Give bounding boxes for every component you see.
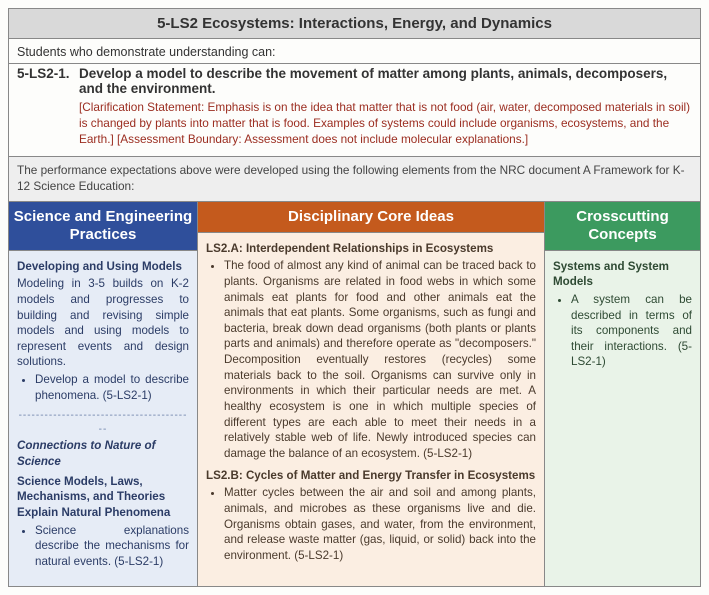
standard-card: 5-LS2 Ecosystems: Interactions, Energy, …: [8, 8, 701, 587]
pe-text: Develop a model to describe the movement…: [79, 66, 692, 96]
ccc-column: Crosscutting Concepts Systems and System…: [544, 202, 700, 586]
sep-header: Science and Engineering Practices: [9, 202, 197, 251]
sep-column: Science and Engineering Practices Develo…: [9, 202, 197, 586]
dci-a-title: LS2.A: Interdependent Relationships in E…: [206, 241, 536, 257]
sep-body: Developing and Using Models Modeling in …: [9, 251, 197, 586]
ccc-bullet: A system can be described in terms of it…: [571, 292, 692, 370]
ccc-header: Crosscutting Concepts: [545, 202, 700, 251]
sep-section1-bullet: Develop a model to describe phenomena. (…: [35, 372, 189, 403]
sep-section1-body: Modeling in 3-5 builds on K-2 models and…: [17, 276, 189, 370]
dci-body: LS2.A: Interdependent Relationships in E…: [198, 233, 544, 586]
divider-dots: ----------------------------------------…: [17, 409, 189, 436]
intro-line: Students who demonstrate understanding c…: [9, 39, 700, 64]
framework-bridge: The performance expectations above were …: [9, 157, 700, 202]
card-title: 5-LS2 Ecosystems: Interactions, Energy, …: [9, 9, 700, 39]
dci-column: Disciplinary Core Ideas LS2.A: Interdepe…: [197, 202, 544, 586]
sep-section2-title: Science Models, Laws, Mechanisms, and Th…: [17, 474, 189, 521]
nos-label: Connections to Nature of Science: [17, 438, 189, 469]
dci-b-title: LS2.B: Cycles of Matter and Energy Trans…: [206, 468, 536, 484]
ccc-title: Systems and System Models: [553, 259, 692, 290]
dci-header: Disciplinary Core Ideas: [198, 202, 544, 233]
dci-b-bullet: Matter cycles between the air and soil a…: [224, 485, 536, 563]
three-column-row: Science and Engineering Practices Develo…: [9, 202, 700, 586]
ccc-body: Systems and System Models A system can b…: [545, 251, 700, 586]
sep-section2-bullet: Science explanations describe the mechan…: [35, 523, 189, 570]
dci-a-bullet: The food of almost any kind of animal ca…: [224, 258, 536, 461]
clarification-statement: [Clarification Statement: Emphasis is on…: [9, 96, 700, 157]
performance-expectation: 5-LS2-1. Develop a model to describe the…: [9, 64, 700, 96]
sep-section1-title: Developing and Using Models: [17, 259, 189, 275]
pe-code: 5-LS2-1.: [17, 66, 79, 96]
